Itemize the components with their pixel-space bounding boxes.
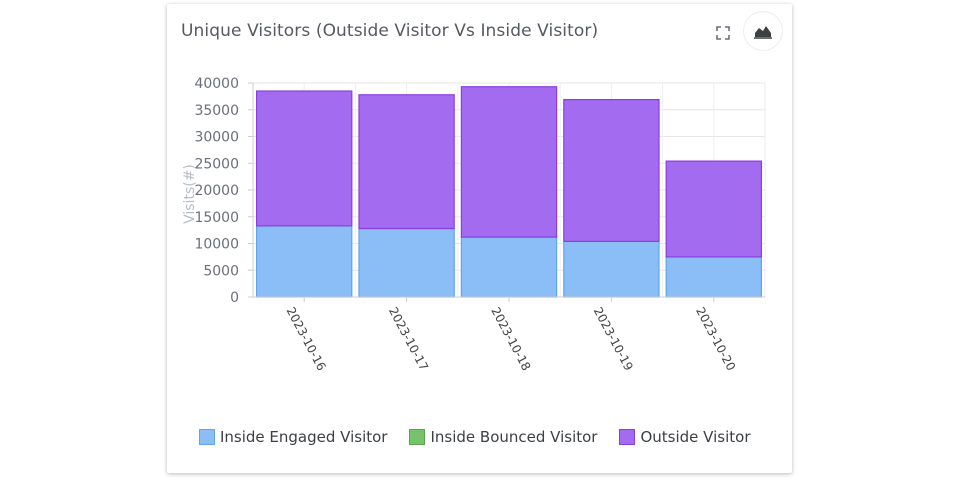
bar-segment <box>460 236 558 298</box>
y-axis-label: Visits(#) <box>182 164 198 224</box>
bar-segment <box>665 256 763 298</box>
x-tick-label: 2023-10-19 <box>591 305 636 373</box>
legend-item[interactable]: Outside Visitor <box>619 428 751 446</box>
bar-segment <box>255 225 353 298</box>
fullscreen-icon <box>716 26 730 40</box>
x-tick-label: 2023-10-20 <box>693 305 738 373</box>
x-tick-label: 2023-10-16 <box>284 305 329 373</box>
legend-swatch <box>199 429 215 445</box>
y-tick-label: 30000 <box>194 130 239 146</box>
legend-label: Inside Engaged Visitor <box>220 428 388 446</box>
bar-chart: 0 5000 10000 15000 20000 25000 30000 35000 40000… <box>182 76 766 373</box>
bar-segment <box>563 240 660 298</box>
y-tick-label: 10000 <box>194 237 239 253</box>
bar-segment <box>255 90 353 227</box>
y-tick-label: 25000 <box>194 156 239 172</box>
y-tick-label: 5000 <box>203 263 239 279</box>
legend-swatch <box>409 429 426 445</box>
y-tick-label: 0 <box>230 290 239 306</box>
bar-segment <box>460 86 558 238</box>
legend-label: Outside Visitor <box>640 428 751 446</box>
y-tick-label: 35000 <box>194 103 239 119</box>
legend-label: Inside Bounced Visitor <box>430 428 598 446</box>
y-tick-label: 20000 <box>194 183 239 199</box>
bar-segment <box>665 160 763 258</box>
area-chart-icon <box>754 26 772 39</box>
legend-item[interactable]: Inside Bounced Visitor <box>409 428 597 446</box>
fullscreen-button[interactable] <box>711 21 735 45</box>
chart-type-button[interactable] <box>744 12 782 50</box>
y-tick-label: 15000 <box>194 210 239 226</box>
x-tick-label: 2023-10-18 <box>488 305 533 373</box>
y-tick-label: 40000 <box>194 76 239 92</box>
bars <box>255 86 763 298</box>
bar-segment <box>358 227 455 298</box>
bar-segment <box>563 98 660 242</box>
legend: Inside Engaged Visitor Inside Bounced Vis… <box>199 428 773 446</box>
legend-swatch <box>619 429 636 445</box>
chart-card: Unique Visitors (Outside Visitor Vs Insi… <box>167 4 792 473</box>
chart-title: Unique Visitors (Outside Visitor Vs Insi… <box>181 21 599 41</box>
legend-item[interactable]: Inside Engaged Visitor <box>199 428 387 446</box>
bar-segment <box>358 94 455 230</box>
x-tick-label: 2023-10-17 <box>386 305 431 373</box>
